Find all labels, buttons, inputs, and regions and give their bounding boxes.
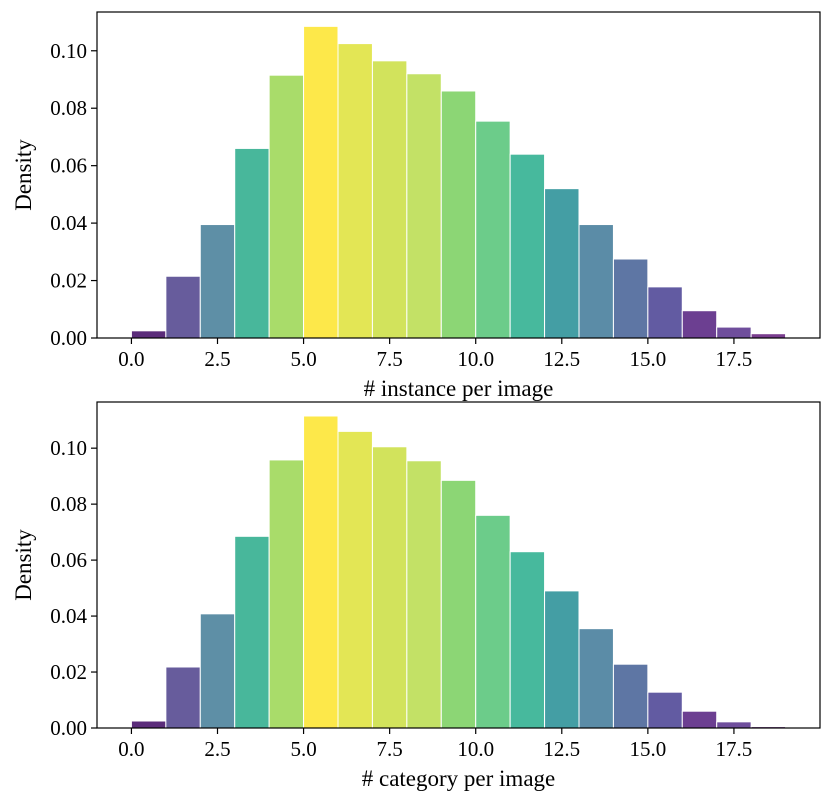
x-tick-label: 15.0 (629, 347, 666, 371)
histogram-bar (440, 479, 477, 729)
histogram-bar (612, 258, 649, 339)
histogram-bar (681, 310, 718, 339)
x-tick-label: 0.0 (118, 737, 144, 761)
y-tick-label: 0.10 (50, 436, 87, 460)
instance-histogram-panel: 0.0 2.5 5.0 7.5 10.0 12.5 15.0 17.5 0.00 0.02 0.04… (11, 11, 821, 401)
y-tick-label: 0.06 (50, 154, 87, 178)
x-tick-label: 12.5 (543, 347, 580, 371)
histogram-bar (130, 720, 167, 729)
x-tick-label: 17.5 (716, 737, 753, 761)
x-tick-label: 2.5 (204, 737, 230, 761)
histogram-bar (509, 551, 546, 729)
histogram-bar (647, 286, 683, 339)
histogram-bar (130, 330, 167, 339)
x-axis-label: # instance per image (364, 376, 554, 401)
histogram-bar (612, 663, 649, 729)
histogram-bar (647, 691, 683, 729)
histogram-bar (578, 224, 614, 339)
histogram-bar (544, 188, 580, 339)
histogram-bar (371, 446, 408, 729)
histogram-bar (750, 333, 787, 339)
histogram-bar (509, 153, 546, 339)
y-axis-label: Density (11, 139, 36, 211)
y-tick-label: 0.08 (50, 96, 87, 120)
y-tick-label: 0.02 (50, 269, 87, 293)
histogram-bar (199, 224, 236, 339)
histogram-bar (337, 43, 373, 339)
y-tick-label: 0.10 (50, 39, 87, 63)
histogram-bar (578, 628, 614, 729)
histogram-bar (234, 535, 270, 729)
histogram-bar (406, 460, 442, 729)
histogram-bar (199, 613, 236, 729)
histogram-bar (371, 60, 408, 339)
x-axis-label: # category per image (362, 766, 556, 791)
y-axis-label: Density (11, 529, 36, 601)
histogram-bar (303, 25, 339, 339)
x-tick-label: 12.5 (543, 737, 580, 761)
y-tick-label: 0.02 (50, 660, 87, 684)
histogram-bar (165, 275, 201, 339)
plot-frame (96, 401, 821, 729)
y-tick-label: 0.04 (50, 604, 87, 628)
y-tick-label: 0.04 (50, 211, 87, 235)
x-tick-label: 2.5 (204, 347, 230, 371)
histogram-bar (165, 666, 201, 729)
histogram-bar (475, 514, 511, 729)
x-tick-label: 17.5 (716, 347, 753, 371)
x-tick-label: 0.0 (118, 347, 144, 371)
histogram-bar (337, 430, 373, 729)
y-tick-label: 0.00 (50, 326, 87, 350)
x-tick-label: 7.5 (377, 737, 403, 761)
y-tick-label: 0.00 (50, 716, 87, 740)
histogram-bar (440, 90, 477, 339)
histogram-bar (234, 147, 270, 339)
x-tick-label: 15.0 (629, 737, 666, 761)
category-histogram-panel: 0.0 2.5 5.0 7.5 10.0 12.5 15.0 17.5 0.00 0.02 0.04… (11, 401, 821, 791)
histogram-bar (268, 459, 305, 729)
histogram-bar (716, 721, 752, 729)
y-tick-label: 0.06 (50, 548, 87, 572)
histogram-bar (544, 590, 580, 729)
histogram-bar (406, 73, 442, 339)
plot-frame (96, 11, 821, 339)
histogram-bar (716, 326, 752, 339)
histogram-bar (475, 120, 511, 339)
histogram-bar (681, 710, 718, 729)
x-tick-label: 10.0 (457, 737, 494, 761)
y-tick-label: 0.08 (50, 492, 87, 516)
x-tick-label: 5.0 (290, 737, 316, 761)
x-tick-label: 7.5 (377, 347, 403, 371)
histogram-bar (303, 415, 339, 729)
x-tick-label: 10.0 (457, 347, 494, 371)
histogram-bar (268, 74, 305, 339)
x-tick-label: 5.0 (290, 347, 316, 371)
